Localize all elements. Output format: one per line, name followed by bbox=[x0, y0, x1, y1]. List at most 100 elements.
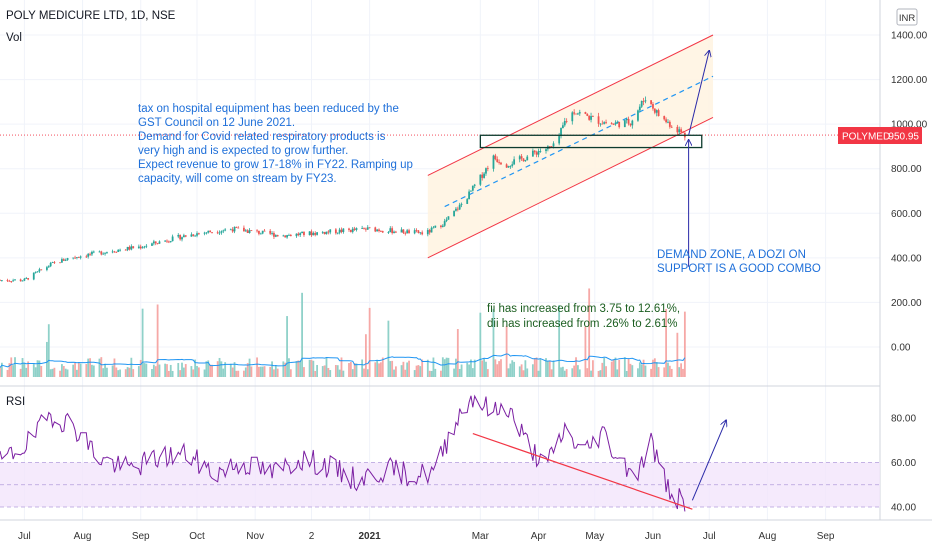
volume-bar bbox=[273, 369, 275, 377]
volume-bar bbox=[102, 368, 105, 377]
volume-bar bbox=[19, 368, 22, 377]
volume-bar bbox=[92, 365, 95, 377]
candle-body bbox=[387, 232, 390, 233]
candle-body bbox=[550, 146, 553, 148]
price-tick-label: 800.00 bbox=[891, 164, 922, 175]
demand-zone-note[interactable]: DEMAND ZONE, A DOZI ON SUPPORT IS A GOOD… bbox=[657, 249, 821, 275]
time-tick-label: Oct bbox=[189, 531, 205, 542]
candle-body bbox=[32, 272, 35, 280]
note-line: DEMAND ZONE, A DOZI ON bbox=[657, 249, 806, 261]
volume-bar bbox=[640, 364, 643, 377]
volume-bar bbox=[603, 357, 606, 377]
candle-body bbox=[682, 132, 684, 133]
candle-body bbox=[584, 112, 587, 114]
note-line: fii has increased from 3.75 to 12.61%, bbox=[487, 303, 680, 315]
candle-body bbox=[473, 184, 476, 186]
volume-bar bbox=[62, 366, 65, 377]
currency-label: INR bbox=[899, 13, 916, 24]
drawing-annotations[interactable] bbox=[479, 51, 709, 267]
volume-bar bbox=[137, 366, 140, 377]
candle-body bbox=[468, 191, 470, 200]
volume-bar bbox=[573, 365, 576, 377]
fundamentals-note[interactable]: tax on hospital equipment has been reduc… bbox=[138, 103, 413, 185]
volume-bar bbox=[271, 361, 273, 377]
volume-bar bbox=[316, 364, 319, 377]
time-tick-label: Aug bbox=[759, 531, 777, 542]
volume-bar bbox=[340, 357, 343, 377]
volume-bar bbox=[113, 358, 116, 377]
candle-body bbox=[169, 241, 172, 243]
candle-body bbox=[113, 251, 116, 253]
candle-body bbox=[419, 232, 422, 234]
volume-bar bbox=[584, 326, 587, 377]
volume-label[interactable]: Vol bbox=[6, 32, 22, 44]
candle-body bbox=[443, 221, 446, 226]
volume-bar bbox=[552, 360, 555, 377]
candle-body bbox=[46, 267, 48, 270]
candle-body bbox=[408, 230, 410, 234]
currency-badge[interactable] bbox=[896, 8, 918, 26]
candle-body bbox=[182, 235, 185, 238]
candle-body bbox=[505, 164, 508, 168]
volume-bar bbox=[507, 368, 510, 377]
price-candles bbox=[0, 96, 686, 283]
volume-bar bbox=[286, 316, 288, 377]
volume-bar bbox=[610, 361, 613, 377]
volume-bar bbox=[12, 365, 15, 377]
time-tick-label: Jul bbox=[703, 531, 716, 542]
symbol-title[interactable]: POLY MEDICURE LTD, 1D, NSE bbox=[6, 10, 176, 22]
candle-body bbox=[471, 185, 474, 191]
candle-body bbox=[623, 120, 626, 128]
volume-bar bbox=[323, 365, 326, 377]
candle-body bbox=[154, 241, 157, 244]
holding-note[interactable]: fii has increased from 3.75 to 12.61%, d… bbox=[487, 303, 680, 330]
price-tag-symbol: POLYMED bbox=[842, 132, 890, 143]
volume-bar bbox=[400, 365, 403, 377]
candle-body bbox=[218, 232, 221, 234]
candle-body bbox=[404, 232, 407, 234]
candle-body bbox=[486, 168, 489, 169]
volume-bar bbox=[139, 359, 142, 377]
candle-body bbox=[453, 210, 455, 217]
volume-bar bbox=[402, 361, 405, 377]
volume-bar bbox=[111, 365, 114, 377]
volume-bar bbox=[479, 312, 482, 377]
candle-body bbox=[299, 233, 302, 236]
candle-body bbox=[323, 232, 326, 235]
volume-bar bbox=[650, 368, 652, 377]
volume-bar bbox=[295, 361, 298, 377]
volume-bar bbox=[605, 366, 607, 377]
volume-bar bbox=[229, 363, 232, 377]
parallel-channel[interactable] bbox=[0, 34, 880, 259]
candle-body bbox=[483, 173, 485, 178]
volume-bar bbox=[601, 362, 604, 377]
note-line: SUPPORT IS A GOOD COMBO bbox=[657, 263, 821, 275]
volume-bar bbox=[520, 364, 523, 377]
volume-bar bbox=[98, 358, 101, 377]
candle-body bbox=[145, 245, 148, 247]
candle-body bbox=[156, 243, 159, 245]
candle-body bbox=[87, 253, 90, 257]
rsi-line bbox=[0, 394, 686, 512]
volume-bar bbox=[531, 364, 534, 377]
rsi-label[interactable]: RSI bbox=[6, 396, 25, 408]
candle-body bbox=[545, 149, 547, 152]
candle-body bbox=[338, 229, 341, 233]
candle-body bbox=[179, 234, 182, 240]
candle-body bbox=[312, 233, 315, 236]
candle-body bbox=[12, 280, 15, 282]
volume-bar bbox=[623, 357, 626, 377]
candle-body bbox=[231, 229, 234, 232]
candle-body bbox=[678, 129, 681, 133]
volume-bar bbox=[678, 367, 681, 377]
volume-moving-average bbox=[0, 353, 686, 368]
volume-bar bbox=[419, 366, 422, 377]
candle-body bbox=[340, 229, 343, 232]
candle-body bbox=[117, 249, 120, 252]
candle-body bbox=[374, 227, 377, 232]
candle-body bbox=[303, 231, 305, 236]
volume-bar bbox=[220, 361, 223, 377]
candle-body bbox=[246, 230, 249, 233]
volume-bar bbox=[558, 305, 561, 377]
